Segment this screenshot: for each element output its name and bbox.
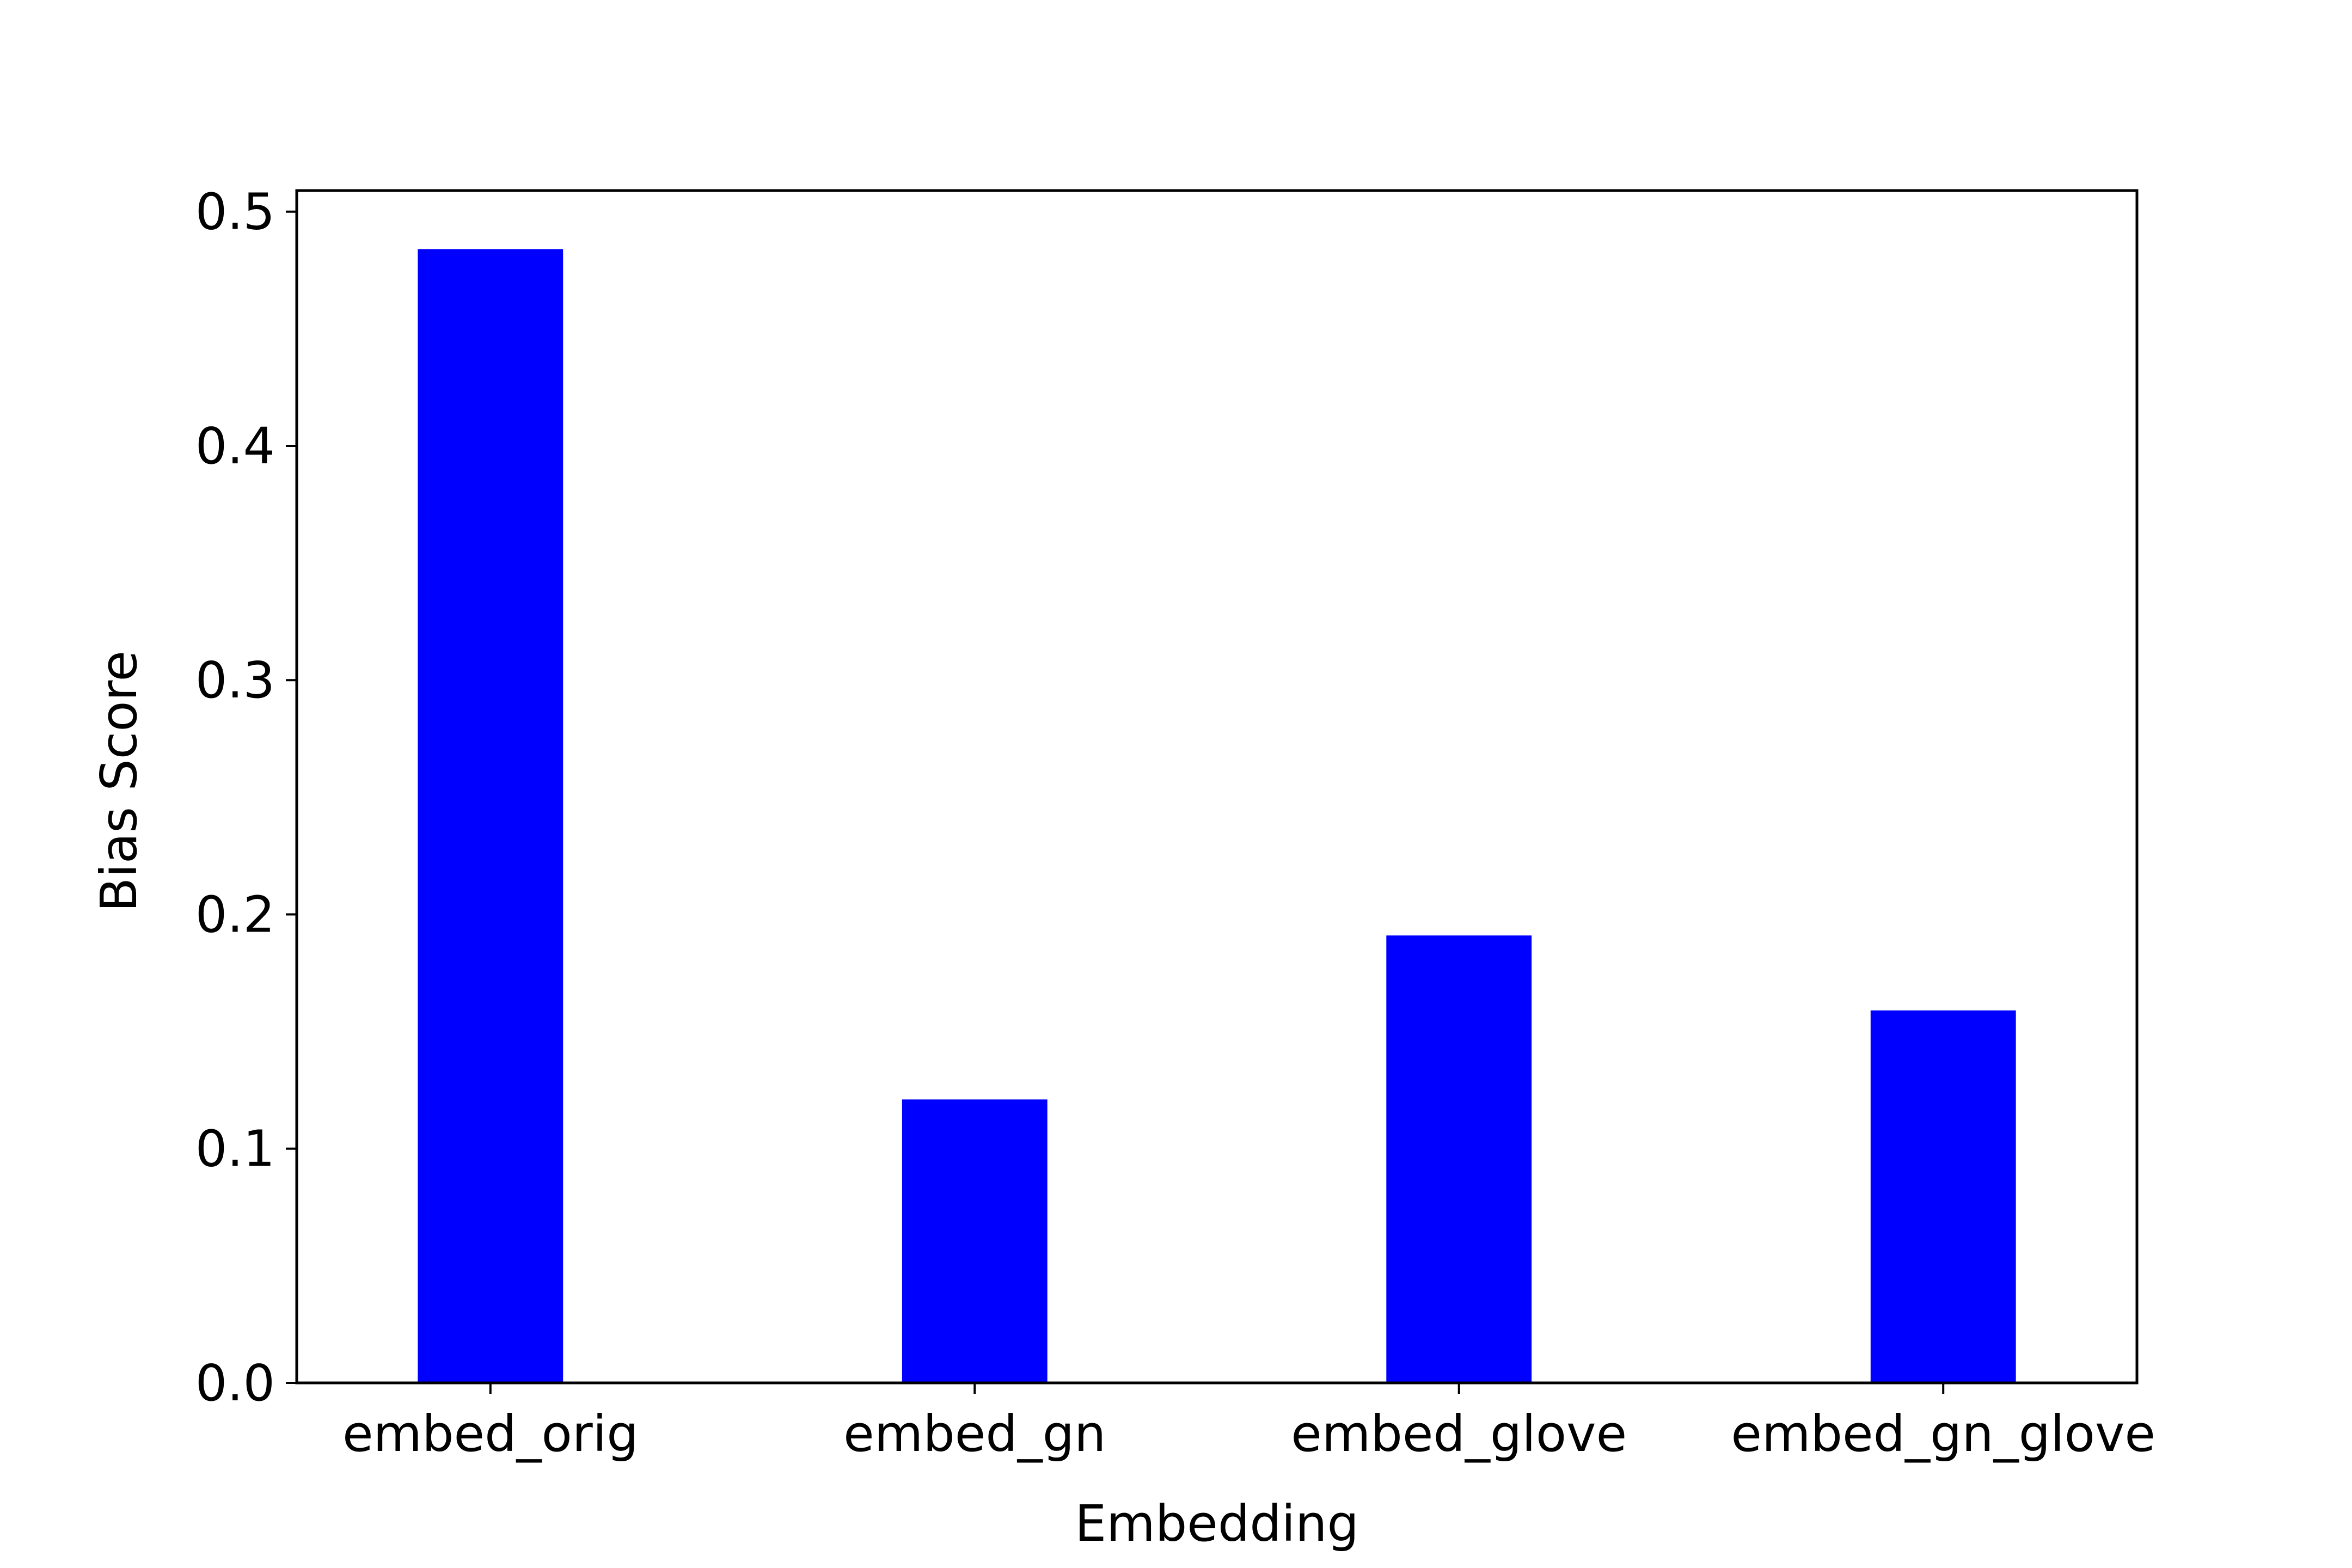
- y-tick-label: 0.4: [195, 417, 275, 475]
- x-tick-label: embed_glove: [1291, 1405, 1627, 1463]
- x-tick-label: embed_orig: [342, 1405, 639, 1463]
- bar-embed_gn_glove: [1870, 1010, 2016, 1383]
- bar-embed_orig: [418, 249, 564, 1383]
- bar-embed_glove: [1386, 935, 1532, 1383]
- y-tick-label: 0.3: [195, 651, 275, 709]
- y-axis-ticks: 0.0 0.1 0.2 0.3 0.4 0.5: [195, 183, 297, 1412]
- y-tick-label: 0.5: [195, 183, 275, 241]
- x-axis-label: Embedding: [1075, 1494, 1359, 1553]
- y-axis-label: Bias Score: [90, 651, 148, 912]
- y-tick-label: 0.2: [195, 885, 275, 944]
- x-axis-ticks: embed_orig embed_gn embed_glove embed_gn_gl…: [342, 1383, 2155, 1463]
- x-tick-label: embed_gn: [843, 1405, 1106, 1463]
- bars-layer: [418, 249, 2016, 1383]
- y-tick-label: 0.0: [195, 1354, 275, 1412]
- y-tick-label: 0.1: [195, 1120, 275, 1178]
- bar-embed_gn: [902, 1099, 1048, 1383]
- x-tick-label: embed_gn_glove: [1731, 1405, 2155, 1463]
- plot-frame: [295, 189, 2139, 1385]
